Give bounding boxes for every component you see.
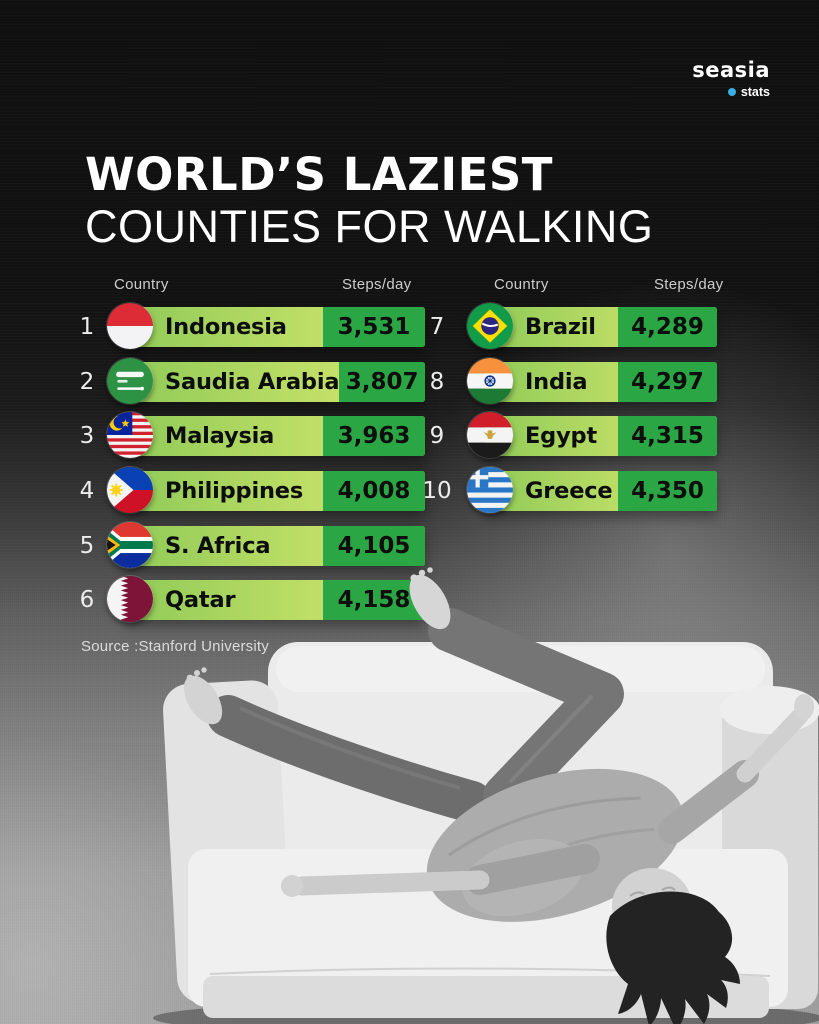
table-row: 2 Saudia Arabia 3,807 xyxy=(70,357,426,404)
column-header-steps-left: Steps/day xyxy=(342,276,412,293)
title-line2: COUNTIES FOR WALKING xyxy=(85,201,654,252)
flag-brazil-icon xyxy=(467,303,513,349)
steps-value: 4,289 xyxy=(618,307,717,347)
country-bar: S. Africa 4,105 xyxy=(107,521,425,568)
flag-philippines-icon xyxy=(107,467,153,514)
country-bar: Malaysia 3,963 xyxy=(107,412,425,459)
country-bar: Brazil 4,289 xyxy=(467,303,717,349)
rank-number: 10 xyxy=(422,478,452,505)
steps-value: 4,350 xyxy=(618,471,717,512)
steps-value: 3,531 xyxy=(323,307,425,347)
flag-greece-icon xyxy=(467,467,513,514)
country-bar: Saudia Arabia 3,807 xyxy=(107,357,425,404)
country-name: Brazil xyxy=(525,314,596,340)
steps-value: 4,297 xyxy=(618,361,717,402)
ranking-table-right: 7 Brazil 4,289 8 xyxy=(420,303,756,526)
flag-malaysia-icon xyxy=(107,412,153,459)
country-bar: Indonesia 3,531 xyxy=(107,303,425,349)
rank-number: 5 xyxy=(79,532,95,559)
flag-south-africa-icon xyxy=(107,521,153,568)
flag-qatar-icon xyxy=(107,576,153,623)
brand-tagline: stats xyxy=(692,85,770,99)
table-row: 3 Malaysia 3,963 xyxy=(70,412,426,459)
brand-logo: seasia stats xyxy=(692,58,770,100)
table-row: 7 Brazil 4,289 xyxy=(420,303,756,349)
country-name: India xyxy=(525,368,588,395)
country-name: Malaysia xyxy=(165,423,275,450)
country-name: Qatar xyxy=(165,587,236,614)
column-header-country-left: Country xyxy=(114,276,169,293)
steps-value: 4,315 xyxy=(618,416,717,457)
table-row: 10 Greece 4,350 xyxy=(420,467,756,514)
table-row: 4 Philippines 4,008 xyxy=(70,467,426,514)
rank-number: 1 xyxy=(79,314,95,340)
table-row: 9 Egypt 4,315 xyxy=(420,412,756,459)
country-bar: India 4,297 xyxy=(467,357,717,404)
country-bar: Egypt 4,315 xyxy=(467,412,717,459)
table-row: 1 Indonesia 3,531 xyxy=(70,303,426,349)
column-header-steps-right: Steps/day xyxy=(654,276,724,293)
flag-india-icon xyxy=(467,357,513,404)
page-title: WORLD’S LAZIEST COUNTIES FOR WALKING xyxy=(85,152,653,249)
flag-saudi-arabia-icon xyxy=(107,357,153,404)
steps-value: 3,963 xyxy=(323,416,425,457)
rank-number: 2 xyxy=(79,368,95,395)
brand-tagline-text: stats xyxy=(740,85,770,99)
rank-number: 8 xyxy=(429,368,445,395)
table-row: 8 India 4,297 xyxy=(420,357,756,404)
rank-number: 4 xyxy=(79,478,95,505)
rank-number: 6 xyxy=(79,587,95,614)
country-name: Indonesia xyxy=(165,314,287,340)
column-header-country-right: Country xyxy=(494,276,549,293)
source-note: Source :Stanford University xyxy=(81,638,269,655)
country-name: Saudia Arabia xyxy=(165,368,340,395)
country-bar: Philippines 4,008 xyxy=(107,467,425,514)
rank-number: 9 xyxy=(429,423,445,450)
steps-value: 4,008 xyxy=(323,471,425,512)
brand-name: seasia xyxy=(692,58,770,82)
steps-value: 4,105 xyxy=(323,525,425,566)
country-name: Egypt xyxy=(525,423,598,450)
country-name: S. Africa xyxy=(165,532,271,559)
ranking-table-left: 1 Indonesia 3,531 2 xyxy=(70,303,426,635)
couch-photo-illustration xyxy=(153,567,819,1024)
country-name: Greece xyxy=(525,478,613,505)
flag-egypt-icon xyxy=(467,412,513,459)
country-name: Philippines xyxy=(165,478,304,505)
stats-dot-icon xyxy=(727,88,736,96)
table-row: 5 S. Africa 4,105 xyxy=(70,521,426,568)
rank-number: 3 xyxy=(79,423,95,450)
steps-value: 3,807 xyxy=(339,361,425,402)
table-row: 6 Qatar 4,158 xyxy=(70,576,426,623)
steps-value: 4,158 xyxy=(323,580,425,621)
flag-indonesia-icon xyxy=(107,303,153,349)
country-bar: Greece 4,350 xyxy=(467,467,717,514)
title-line1: WORLD’S LAZIEST xyxy=(85,148,553,201)
country-bar: Qatar 4,158 xyxy=(107,576,425,623)
rank-number: 7 xyxy=(429,314,445,340)
